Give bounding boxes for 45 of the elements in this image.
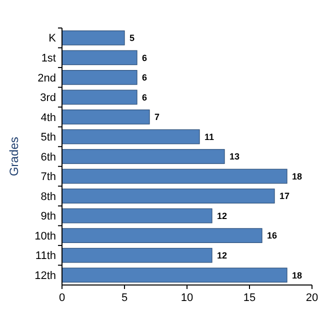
- data-label: 18: [292, 171, 302, 182]
- x-tick-label: 0: [58, 292, 66, 304]
- x-tick-label: 10: [180, 292, 194, 304]
- bar: [62, 129, 200, 144]
- y-tick-label: 6th: [40, 151, 56, 164]
- y-tick-label: 11th: [35, 250, 56, 262]
- y-tick-label: 1st: [41, 52, 56, 65]
- y-tick-label: 7th: [40, 171, 56, 184]
- bar: [62, 208, 212, 224]
- y-tick-label: 10th: [34, 230, 56, 242]
- data-label: 13: [230, 152, 240, 162]
- bar: [62, 149, 225, 164]
- y-tick-label: K: [48, 32, 57, 45]
- x-tick-label: 5: [121, 292, 128, 304]
- y-tick-label: 4th: [40, 112, 56, 124]
- data-label: 18: [292, 270, 302, 280]
- y-tick-label: 9th: [40, 210, 56, 223]
- y-tick-label: 12th: [34, 270, 56, 282]
- data-label: 17: [280, 191, 290, 202]
- bar: [62, 110, 150, 124]
- y-tick-label: 5th: [40, 132, 56, 144]
- data-label: 16: [267, 230, 278, 241]
- bar: [62, 50, 138, 66]
- x-tick-label: 20: [306, 292, 318, 304]
- data-label: 11: [204, 132, 214, 142]
- data-label: 5: [130, 33, 135, 44]
- data-label: 12: [217, 210, 228, 221]
- bar: [62, 268, 288, 283]
- bar: [62, 188, 275, 204]
- data-label: 12: [217, 250, 228, 260]
- bar: [62, 70, 138, 85]
- x-tick-label: 15: [243, 292, 256, 304]
- y-tick-label: 8th: [40, 190, 56, 203]
- bar: [62, 90, 138, 105]
- y-axis-title: Grades: [7, 136, 21, 176]
- data-label: 6: [142, 72, 148, 83]
- data-label: 6: [142, 52, 148, 63]
- bar: [62, 168, 288, 184]
- data-label: 6: [142, 92, 148, 102]
- bar: [62, 228, 262, 243]
- data-label: 7: [154, 112, 160, 122]
- y-tick-label: 3rd: [40, 92, 56, 104]
- bar: [62, 30, 125, 46]
- bar: [62, 248, 212, 263]
- y-tick-label: 2nd: [38, 72, 56, 84]
